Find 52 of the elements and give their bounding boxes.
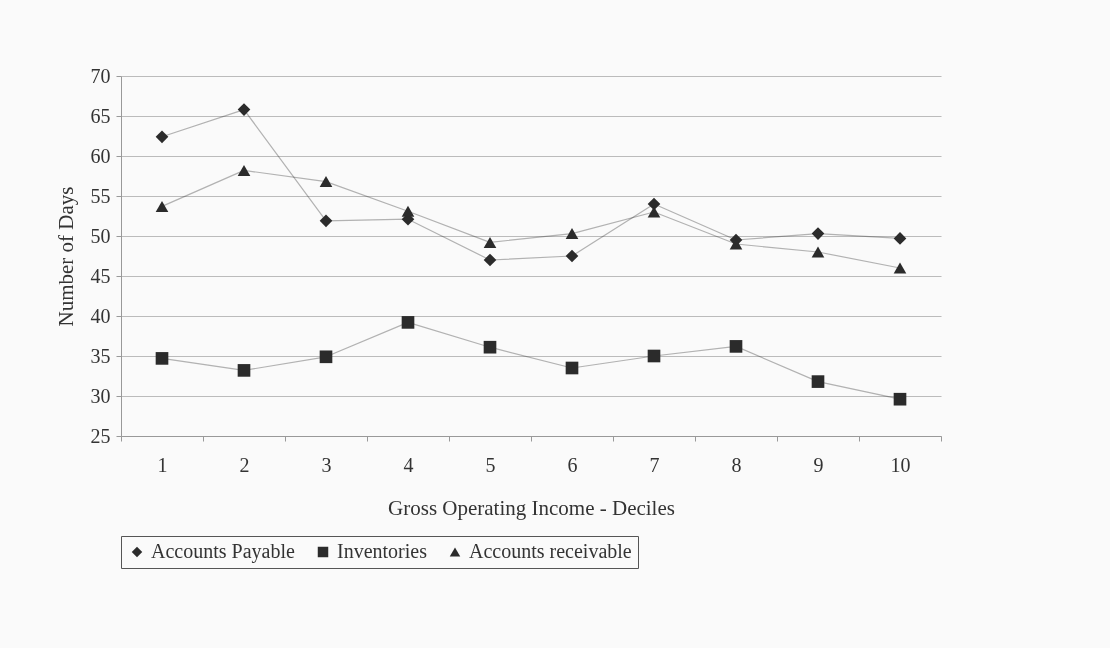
x-tick-label: 2: [239, 453, 250, 476]
point: [155, 200, 169, 212]
y-tick-label: 45: [90, 264, 111, 287]
point: [237, 103, 251, 116]
y-tick-label: 60: [90, 144, 111, 167]
point: [319, 214, 333, 228]
y-tick-label: 35: [90, 344, 111, 367]
x-tick-label: 9: [813, 453, 824, 476]
point: [565, 249, 579, 263]
point: [483, 236, 497, 248]
point: [237, 164, 251, 176]
point: [647, 349, 661, 363]
y-axis-title: Number of Days: [53, 186, 78, 327]
point: [565, 361, 579, 375]
point: [811, 227, 825, 240]
point: [811, 375, 825, 388]
x-tick-label: 5: [485, 453, 496, 476]
y-tick-label: 25: [90, 424, 111, 447]
x-axis-title: Gross Operating Income - Deciles: [388, 495, 675, 520]
y-tick-label: 65: [90, 104, 111, 127]
legend-label: Accounts receivable: [469, 540, 632, 562]
point: [647, 197, 661, 211]
point: [565, 228, 579, 240]
point: [893, 392, 907, 406]
x-tick-label: 8: [731, 453, 742, 476]
point: [483, 340, 497, 354]
y-tick-label: 70: [90, 64, 111, 87]
legend-label: Inventories: [337, 540, 428, 562]
point: [319, 350, 333, 364]
x-tick-label: 4: [403, 453, 414, 476]
legend-label: Accounts Payable: [151, 540, 295, 563]
y-tick-label: 30: [90, 384, 111, 407]
point: [729, 340, 743, 353]
point: [401, 316, 415, 329]
point: [893, 232, 907, 245]
x-tick-label: 3: [321, 453, 332, 476]
point: [155, 130, 169, 144]
point: [319, 176, 333, 188]
x-tick-label: 7: [649, 453, 660, 476]
point: [647, 206, 661, 218]
x-tick-label: 1: [157, 453, 168, 476]
y-tick-label: 50: [90, 224, 111, 247]
point: [401, 205, 415, 217]
point: [155, 352, 169, 365]
point: [893, 262, 907, 274]
point: [811, 246, 825, 258]
point: [483, 253, 497, 267]
x-tick-label: 10: [890, 453, 911, 476]
x-tick-label: 6: [567, 453, 578, 476]
y-tick-label: 40: [90, 304, 111, 327]
point: [237, 364, 251, 377]
y-tick-label: 55: [90, 184, 111, 207]
